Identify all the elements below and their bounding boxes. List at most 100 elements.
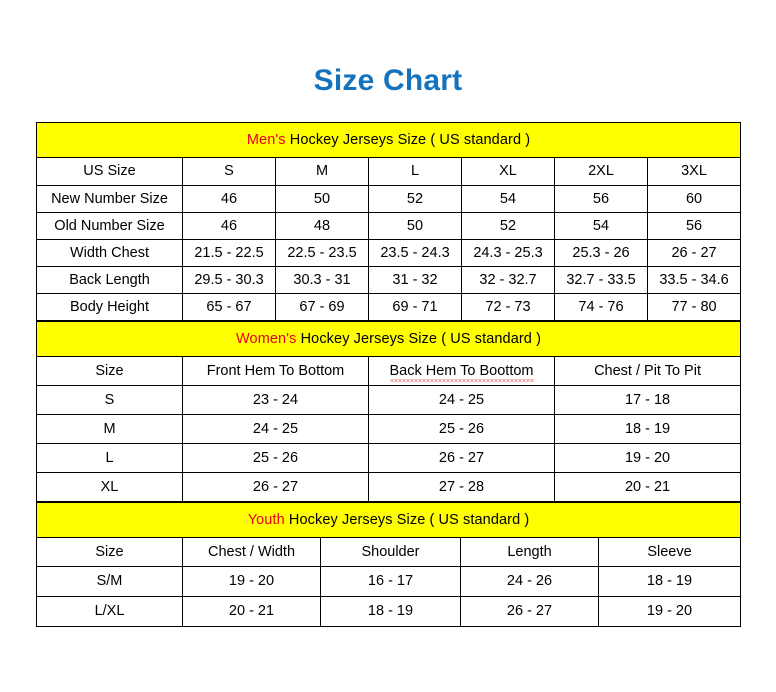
womens-row-label-0: S — [36, 385, 183, 415]
youth-cell-1-3: 19 - 20 — [598, 596, 741, 627]
youth-row-label-1: L/XL — [36, 596, 183, 627]
table-row: Width Chest 21.5 - 22.5 22.5 - 23.5 23.5… — [36, 239, 742, 267]
mens-cell-0-0: 46 — [182, 185, 276, 213]
mens-cell-1-5: 56 — [646, 212, 742, 240]
womens-row-label-3: XL — [36, 472, 183, 502]
womens-row-label-1: M — [36, 414, 183, 444]
womens-banner-rest: Hockey Jerseys Size ( US standard ) — [300, 330, 542, 347]
womens-cell-0-1: 24 - 25 — [368, 385, 555, 415]
womens-cell-1-1: 25 - 26 — [368, 414, 555, 444]
mens-col-header-0: US Size — [36, 157, 183, 186]
mens-col-header-4: XL — [461, 157, 555, 186]
womens-row-label-2: L — [36, 443, 183, 473]
womens-col-header-2-misspelled: Back Hem To Boottom — [389, 362, 534, 382]
mens-cell-3-2: 31 - 32 — [368, 266, 462, 294]
youth-col-header-1: Chest / Width — [182, 537, 321, 567]
youth-col-header-3: Length — [460, 537, 599, 567]
youth-section-banner: Youth Hockey Jerseys Size ( US standard … — [36, 502, 741, 538]
mens-cell-4-5: 77 - 80 — [646, 293, 742, 321]
youth-banner-accent: Youth — [247, 511, 285, 528]
womens-cell-2-1: 26 - 27 — [368, 443, 555, 473]
mens-row-label-3: Back Length — [36, 266, 183, 294]
youth-cell-0-2: 24 - 26 — [460, 566, 599, 597]
womens-cell-2-0: 25 - 26 — [182, 443, 369, 473]
mens-cell-3-0: 29.5 - 30.3 — [182, 266, 276, 294]
youth-cell-1-0: 20 - 21 — [182, 596, 321, 627]
mens-cell-4-2: 69 - 71 — [368, 293, 462, 321]
mens-cell-1-3: 52 — [461, 212, 555, 240]
mens-row-label-2: Width Chest — [36, 239, 183, 267]
table-row: L/XL 20 - 21 18 - 19 26 - 27 19 - 20 — [36, 596, 741, 627]
mens-cell-2-5: 26 - 27 — [646, 239, 742, 267]
youth-banner-rest: Hockey Jerseys Size ( US standard ) — [288, 511, 530, 528]
womens-col-header-3: Chest / Pit To Pit — [553, 356, 742, 386]
youth-cell-0-0: 19 - 20 — [182, 566, 321, 597]
womens-cell-2-2: 19 - 20 — [553, 443, 742, 473]
womens-cell-3-1: 27 - 28 — [368, 472, 555, 502]
youth-column-header-row: Size Chest / Width Shoulder Length Sleev… — [36, 537, 741, 567]
mens-cell-1-1: 48 — [275, 212, 369, 240]
table-row: New Number Size 46 50 52 54 56 60 — [36, 185, 742, 213]
womens-cell-0-0: 23 - 24 — [182, 385, 369, 415]
table-row: Old Number Size 46 48 50 52 54 56 — [36, 212, 742, 240]
table-row: XL 26 - 27 27 - 28 20 - 21 — [36, 472, 742, 502]
mens-cell-0-2: 52 — [368, 185, 462, 213]
mens-cell-0-5: 60 — [646, 185, 742, 213]
mens-cell-2-4: 25.3 - 26 — [554, 239, 648, 267]
mens-col-header-5: 2XL — [554, 157, 648, 186]
mens-cell-0-1: 50 — [275, 185, 369, 213]
youth-col-header-2: Shoulder — [320, 537, 461, 567]
table-row: L 25 - 26 26 - 27 19 - 20 — [36, 443, 742, 473]
womens-cell-0-2: 17 - 18 — [553, 385, 742, 415]
youth-cell-1-2: 26 - 27 — [460, 596, 599, 627]
youth-cell-1-1: 18 - 19 — [320, 596, 461, 627]
mens-cell-1-2: 50 — [368, 212, 462, 240]
mens-row-label-0: New Number Size — [36, 185, 183, 213]
size-tables-container: Men's Hockey Jerseys Size ( US standard … — [35, 122, 742, 627]
youth-cell-0-3: 18 - 19 — [598, 566, 741, 597]
mens-section-banner-row: Men's Hockey Jerseys Size ( US standard … — [35, 122, 742, 158]
mens-cell-3-1: 30.3 - 31 — [275, 266, 369, 294]
womens-section-banner: Women's Hockey Jerseys Size ( US standar… — [35, 321, 742, 357]
youth-row-label-0: S/M — [36, 566, 183, 597]
mens-cell-3-5: 33.5 - 34.6 — [646, 266, 742, 294]
womens-col-header-2: Back Hem To Boottom — [368, 356, 555, 386]
mens-col-header-6: 3XL — [646, 157, 742, 186]
youth-cell-0-1: 16 - 17 — [320, 566, 461, 597]
womens-column-header-row: Size Front Hem To Bottom Back Hem To Boo… — [36, 356, 742, 386]
table-row: Body Height 65 - 67 67 - 69 69 - 71 72 -… — [36, 293, 742, 321]
mens-size-table: Men's Hockey Jerseys Size ( US standard … — [35, 122, 742, 321]
mens-cell-0-3: 54 — [461, 185, 555, 213]
table-row: M 24 - 25 25 - 26 18 - 19 — [36, 414, 742, 444]
mens-banner-rest: Hockey Jerseys Size ( US standard ) — [289, 131, 531, 148]
womens-cell-3-2: 20 - 21 — [553, 472, 742, 502]
table-row: S 23 - 24 24 - 25 17 - 18 — [36, 385, 742, 415]
mens-cell-1-4: 54 — [554, 212, 648, 240]
table-row: Back Length 29.5 - 30.3 30.3 - 31 31 - 3… — [36, 266, 742, 294]
womens-cell-1-2: 18 - 19 — [553, 414, 742, 444]
womens-banner-accent: Women's — [236, 330, 297, 347]
mens-cell-2-0: 21.5 - 22.5 — [182, 239, 276, 267]
mens-col-header-2: M — [275, 157, 369, 186]
mens-cell-0-4: 56 — [554, 185, 648, 213]
mens-cell-4-1: 67 - 69 — [275, 293, 369, 321]
mens-col-header-3: L — [368, 157, 462, 186]
womens-col-header-0: Size — [36, 356, 183, 386]
mens-column-header-row: US Size S M L XL 2XL 3XL — [36, 157, 742, 186]
mens-cell-4-3: 72 - 73 — [461, 293, 555, 321]
mens-cell-2-1: 22.5 - 23.5 — [275, 239, 369, 267]
youth-col-header-0: Size — [36, 537, 183, 567]
mens-cell-1-0: 46 — [182, 212, 276, 240]
table-row: S/M 19 - 20 16 - 17 24 - 26 18 - 19 — [36, 566, 741, 597]
womens-cell-1-0: 24 - 25 — [182, 414, 369, 444]
page-title: Size Chart — [313, 64, 463, 97]
mens-col-header-1: S — [182, 157, 276, 186]
mens-cell-2-2: 23.5 - 24.3 — [368, 239, 462, 267]
mens-cell-3-3: 32 - 32.7 — [461, 266, 555, 294]
mens-row-label-4: Body Height — [36, 293, 183, 321]
mens-row-label-1: Old Number Size — [36, 212, 183, 240]
womens-col-header-1: Front Hem To Bottom — [182, 356, 369, 386]
youth-size-table: Youth Hockey Jerseys Size ( US standard … — [36, 502, 741, 627]
mens-banner-accent: Men's — [246, 131, 286, 148]
